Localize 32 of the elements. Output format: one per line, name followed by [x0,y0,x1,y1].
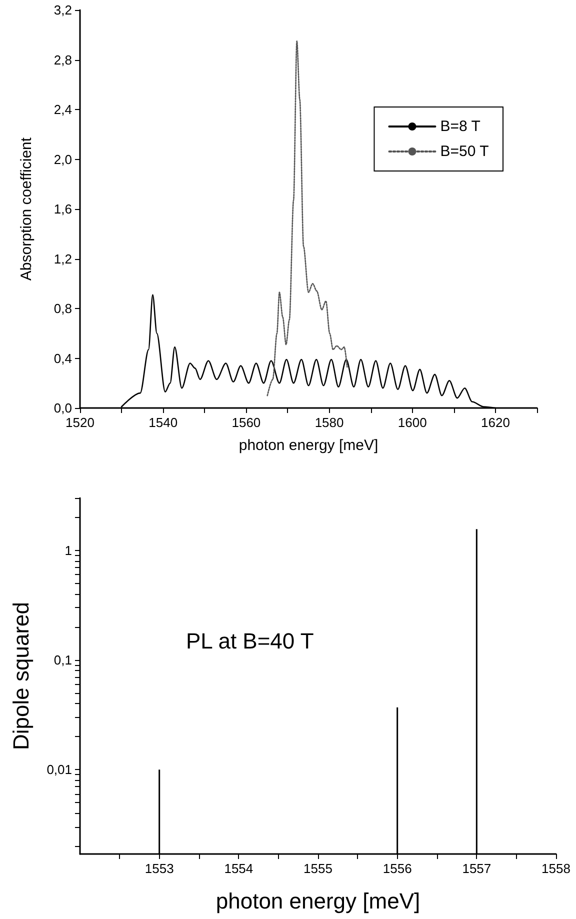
y-tick-label: 1,6 [54,202,72,216]
line-series [266,40,348,396]
y-axis-title: Absorption coefficient [18,136,35,281]
x-tick-label: 1620 [480,415,510,430]
x-tick-label: 1540 [148,415,178,430]
y-tick-label: 0,4 [54,350,72,366]
y-tick-label: 1,2 [54,251,72,266]
x-tick-label: 1558 [542,861,570,876]
y-tick-label: 2,8 [54,52,72,68]
legend-label: B=8 T [440,118,480,135]
annotation: PL at B=40 T [186,628,314,654]
y-tick-label: 1 [64,542,72,558]
x-tick-label: 1555 [304,861,332,876]
x-tick-label: 1560 [232,415,261,430]
x-tick-label: 1553 [144,861,174,876]
x-axis-title: photon energy [meV] [238,437,378,454]
y-tick-label: 3,2 [54,2,72,18]
y-axis-title: Dipole squared [8,602,34,750]
legend-label: B=50 T [440,143,489,160]
y-tick-label: 0,01 [46,762,72,778]
x-tick-label: 1600 [398,415,427,430]
x-tick-label: 1554 [224,861,254,876]
y-tick-label: 2,4 [54,102,72,117]
x-tick-label: 1557 [462,861,492,876]
y-tick-label: 2,0 [54,152,72,167]
x-axis-title: photon energy [meV] [216,888,420,914]
y-tick-label: 0,1 [54,652,72,668]
x-tick-label: 1556 [382,861,412,876]
y-tick-label: 0,0 [54,400,72,416]
y-tick-label: 0,8 [54,301,72,316]
x-tick-label: 1580 [314,415,344,430]
x-tick-label: 1520 [66,415,94,430]
